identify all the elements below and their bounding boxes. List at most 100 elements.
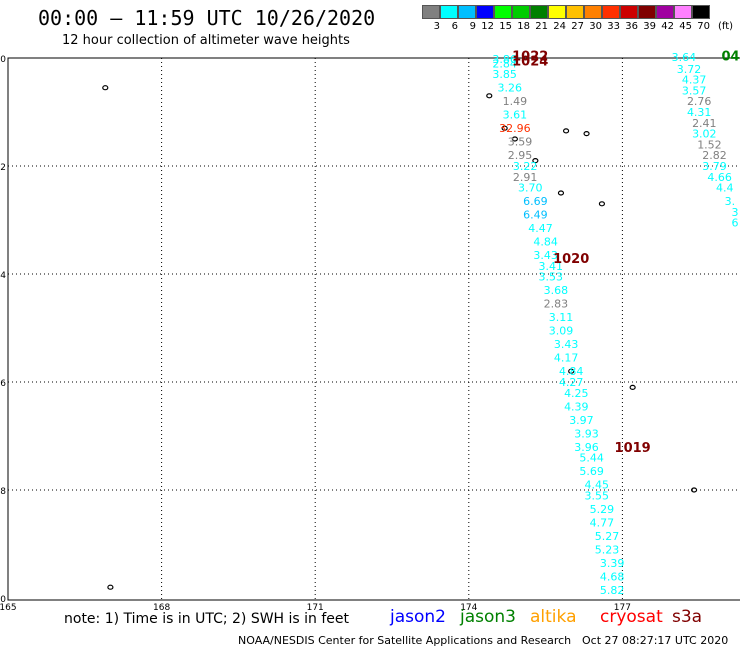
wave-height-value: 3.22	[513, 160, 538, 173]
color-scale-label: 36	[625, 21, 638, 32]
wave-height-value: 4.27	[559, 376, 584, 389]
wave-height-value: 4.77	[590, 516, 615, 529]
wave-height-value: 3.86	[492, 53, 517, 66]
wave-height-value: 3	[732, 206, 739, 219]
legend-altika: altika	[530, 607, 577, 627]
color-swatch	[422, 5, 440, 19]
island-outline	[501, 125, 508, 131]
island-outline	[568, 368, 575, 374]
color-swatch	[440, 5, 458, 19]
wave-height-value: 2.95	[508, 149, 533, 162]
wave-height-value: 5.82	[600, 584, 625, 597]
wave-height-value: 4.37	[682, 74, 707, 87]
wave-height-value: 3.09	[549, 325, 574, 338]
island-outline	[486, 93, 493, 99]
color-scale-label: 21	[535, 21, 548, 32]
wave-height-value: 3.39	[600, 557, 625, 570]
wave-height-value: 2.82	[702, 149, 727, 162]
page-title: 00:00 – 11:59 UTC 10/26/2020	[38, 6, 376, 30]
island-outline	[532, 158, 539, 164]
island-outline	[583, 131, 590, 137]
wave-height-value: 4.39	[564, 400, 589, 413]
color-swatch	[620, 5, 638, 19]
lat-label: -10	[0, 595, 6, 605]
lon-label: 165	[0, 603, 17, 613]
wave-height-value: 4.17	[554, 352, 579, 365]
color-scale-label: 45	[679, 21, 692, 32]
footer-timestamp: Oct 27 08:27:17 UTC 2020	[582, 634, 729, 647]
wave-height-value: 4.45	[585, 479, 610, 492]
wave-height-value: 3.79	[702, 160, 727, 173]
pressure-label: 040	[721, 49, 740, 64]
legend-jason3: jason3	[460, 607, 516, 627]
color-swatch	[602, 5, 620, 19]
legend-s3a: s3a	[672, 607, 703, 627]
color-scale	[422, 5, 710, 19]
lon-label: 177	[614, 603, 631, 613]
island-outline	[511, 136, 518, 142]
wave-height-value: 32.96	[499, 122, 531, 135]
color-swatch	[512, 5, 530, 19]
map-frame	[7, 57, 740, 601]
wave-height-value: 2.84	[492, 57, 517, 70]
lat-label: -2	[0, 163, 6, 173]
island-outline	[102, 85, 109, 91]
legend-jason2: jason2	[390, 607, 446, 627]
color-scale-label: 42	[661, 21, 674, 32]
wave-height-value: 3.61	[503, 109, 528, 122]
wave-height-value: 4.31	[687, 106, 712, 119]
color-scale-label: 70	[697, 21, 710, 32]
wave-height-value: 3.85	[492, 68, 517, 81]
lon-label: 168	[153, 603, 170, 613]
color-scale-label: 15	[499, 21, 512, 32]
color-scale-label: 39	[643, 21, 656, 32]
wave-height-value: 2.76	[687, 95, 712, 108]
color-scale-labels: 3 6 9 12 15 18 21 24 27 30 33 36 39 42 45 70	[422, 21, 710, 32]
island-outline	[690, 487, 698, 493]
color-scale-label: 24	[553, 21, 566, 32]
wave-height-value: 2.91	[513, 171, 538, 184]
wave-height-value: 2.83	[544, 298, 569, 311]
wave-height-value: 4.66	[707, 171, 732, 184]
color-swatch	[674, 5, 692, 19]
color-swatch	[530, 5, 548, 19]
wave-height-value: 3.93	[574, 427, 599, 440]
lon-label: 171	[307, 603, 324, 613]
color-swatch	[476, 5, 494, 19]
wave-height-value: 5.69	[579, 465, 604, 478]
wave-height-value: 4.84	[559, 365, 584, 378]
pressure-label: 1022	[512, 49, 548, 64]
wave-height-value: 3.53	[538, 271, 563, 284]
color-scale-unit: (ft)	[718, 21, 734, 32]
wave-height-value: 5.27	[595, 530, 620, 543]
lat-label: -4	[0, 271, 6, 281]
wave-height-value: 3.57	[682, 84, 707, 97]
wave-height-value: 2.41	[692, 117, 717, 130]
wave-height-value: 6.49	[523, 209, 548, 222]
pressure-label: 1020	[553, 252, 589, 267]
color-swatch	[548, 5, 566, 19]
footer-credit: NOAA/NESDIS Center for Satellite Applica…	[238, 634, 572, 647]
wave-height-value: 3.59	[508, 136, 533, 149]
color-scale-label: 27	[571, 21, 584, 32]
color-scale-label: 3	[433, 21, 440, 32]
wave-height-value: 5.23	[595, 543, 620, 556]
pressure-label: 1019	[615, 441, 651, 456]
wave-height-value: 5.44	[579, 452, 604, 465]
pressure-label: 1024	[512, 55, 548, 70]
color-scale-label: 12	[481, 21, 494, 32]
color-scale-label: 18	[517, 21, 530, 32]
wave-height-value: 3.11	[549, 311, 574, 324]
wave-height-value: 6.69	[523, 195, 548, 208]
wave-height-value: 3.26	[498, 82, 523, 95]
page-subtitle: 12 hour collection of altimeter wave hei…	[62, 33, 350, 48]
wave-height-value: 3.64	[672, 51, 697, 64]
wave-height-value: 3.70	[518, 182, 543, 195]
island-outline	[629, 384, 636, 390]
wave-height-value: 3.55	[585, 489, 610, 502]
wave-height-value: 3.	[725, 195, 736, 208]
color-swatch	[458, 5, 476, 19]
island-outline	[562, 128, 570, 134]
wave-height-value: 3.68	[544, 284, 569, 297]
